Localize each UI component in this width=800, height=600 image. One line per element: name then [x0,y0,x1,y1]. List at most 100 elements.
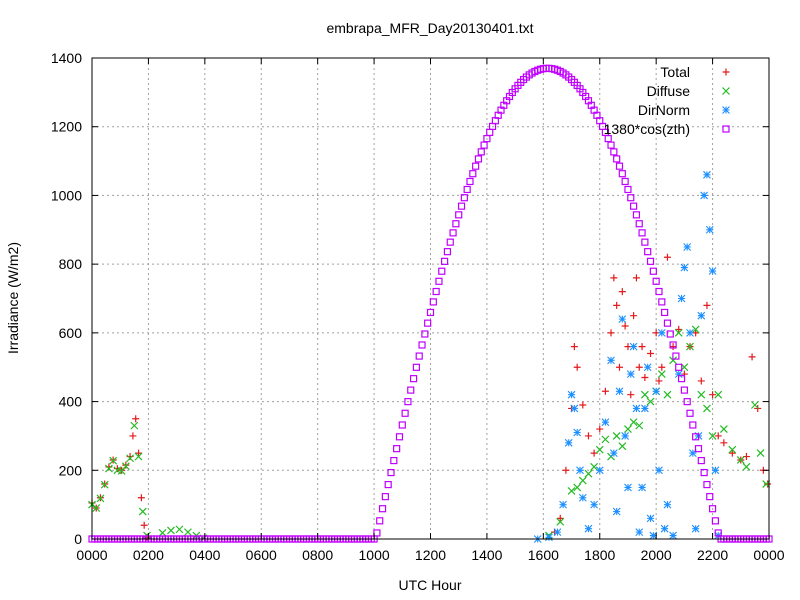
x-tick-label: 1800 [584,547,615,563]
curve-point [703,480,711,489]
legend: Total Diffuse DirNorm 1380*cos(zth) [604,64,730,137]
data-point [708,267,717,275]
data-point [92,504,101,513]
data-point [756,449,765,458]
y-tick-label: 1000 [51,187,82,203]
data-point [573,363,581,371]
data-point [618,315,627,324]
curve-point [649,267,657,275]
curve-point [384,480,392,489]
x-tick-label: 0000 [76,547,107,563]
data-point [638,483,646,492]
data-point [140,521,148,529]
curve-point [474,155,483,163]
data-point [714,432,722,440]
y-tick-label: 0 [74,531,82,547]
curve-point [627,194,635,202]
curve-point [378,505,387,513]
curve-point [697,456,705,465]
curve-point [472,162,480,170]
curve-point [700,468,708,477]
data-point [627,391,635,399]
data-point [615,363,623,371]
x-tick-label: 1000 [359,547,390,563]
data-point [697,311,706,320]
y-tick-label: 600 [59,325,83,341]
data-point [688,449,697,457]
curve-point [390,456,398,465]
data-point [703,170,711,179]
data-point [686,328,694,337]
curve-point [686,409,694,417]
legend-marker [722,68,730,76]
data-point [567,390,576,399]
series-1 [88,325,771,543]
data-point [601,418,610,427]
data-point [663,500,672,509]
x-tick-label: 2200 [697,547,728,563]
curve-point [615,162,624,170]
data-point [595,466,604,475]
x-tick-labels: 0000 0200 0400 0600 0800 1000 1200 1400 1600 1800… [76,547,784,563]
data-point [130,421,139,430]
data-point [655,377,663,385]
data-point [748,353,756,361]
data-point [601,435,610,444]
data-point [601,387,609,395]
data-point [612,507,621,516]
data-point [564,438,573,447]
curve-point [658,298,666,306]
curve-point [435,277,443,285]
curve-point [446,238,454,246]
curve-point [480,141,488,149]
data-point [553,528,562,537]
curve-point [641,238,649,246]
y-tick-labels: 0 200 400 600 800 1000 1200 1400 [51,50,82,547]
data-point [618,442,627,451]
curve-point [694,445,703,453]
curve-point [441,257,449,265]
data-point [691,325,700,334]
curve-point [466,177,474,186]
curve-point [421,330,429,338]
data-point [663,253,671,261]
curve-point [469,170,477,178]
curve-point [426,308,435,317]
data-point [132,415,140,423]
y-tick-label: 200 [59,462,83,478]
data-point [630,312,638,320]
curve-point [652,277,660,285]
data-point [175,525,184,534]
data-point [584,432,592,440]
data-point [720,439,728,447]
data-point [680,263,689,272]
data-point [714,390,723,399]
curve-point [672,352,680,360]
data-point [121,462,130,471]
curve-point [449,229,457,237]
data-point [635,421,644,430]
data-point [635,528,644,537]
legend-marker [722,106,730,114]
data-point [657,370,666,379]
data-point [626,370,635,378]
data-point [686,342,694,351]
data-point [669,531,677,540]
data-point [703,404,711,413]
legend-label: Total [660,64,690,80]
data-point [683,243,692,251]
data-point [708,432,717,440]
x-axis-label: UTC Hour [398,577,461,593]
curve-point [424,319,432,327]
data-point [96,494,105,503]
legend-marker [722,125,730,133]
chart-title: embrapa_MFR_Day20130401.txt [326,20,533,36]
data-point [632,404,641,413]
data-point [122,461,130,469]
data-point [638,343,646,351]
data-point [621,322,629,330]
curve-point [711,517,720,525]
data-point [134,452,143,461]
data-point [703,301,711,309]
curve-point [460,194,468,202]
